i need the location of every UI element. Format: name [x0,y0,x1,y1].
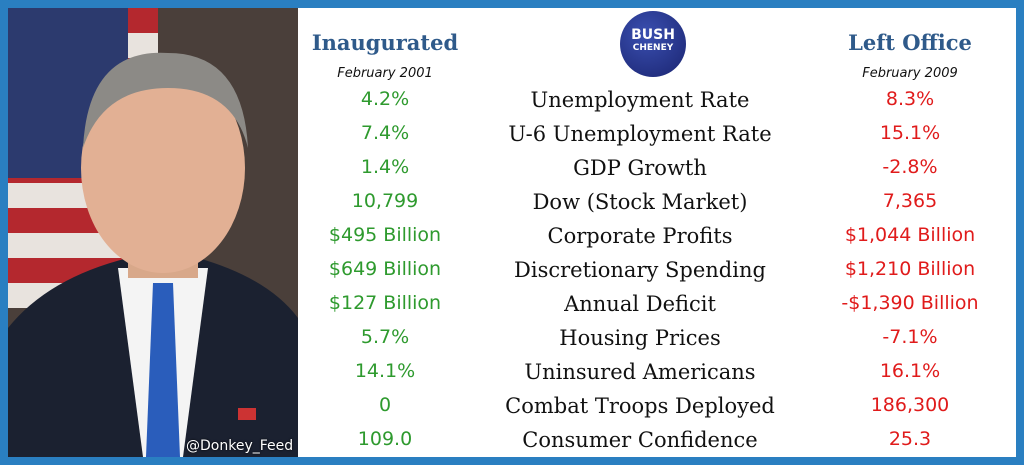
metric-value: $649 Billion [328,258,442,280]
metric-value: 14.1% [354,360,416,382]
metric-value: 25.3 [888,428,932,450]
metric-label: GDP Growth [573,156,707,180]
metric-value: -7.1% [882,326,938,348]
metric-label: Housing Prices [559,326,721,350]
metric-label: Annual Deficit [564,292,716,316]
metric-value: 16.1% [879,360,941,382]
metric-value: -2.8% [882,156,938,178]
metric-label: Unemployment Rate [530,88,750,112]
metric-label: Combat Troops Deployed [505,394,775,418]
watermark: @Donkey_Feed [186,438,294,454]
metric-label: Consumer Confidence [522,428,758,452]
metric-value: 8.3% [885,88,935,110]
portrait [8,8,298,457]
metric-value: $127 Billion [328,292,442,314]
header-date: February 2009 [862,66,958,81]
metric-value: 1.4% [360,156,410,178]
metric-value: 7.4% [360,122,410,144]
metric-value: 7,365 [882,190,938,212]
metric-value: -$1,390 Billion [841,292,979,314]
metric-value: 15.1% [879,122,941,144]
metric-value: 10,799 [351,190,419,212]
metric-value: $1,210 Billion [844,258,976,280]
metric-label: Dow (Stock Market) [532,190,748,214]
metric-label: U-6 Unemployment Rate [508,122,772,146]
metric-value: $495 Billion [328,224,442,246]
logo-line: CHENEY [632,43,674,53]
metric-value: 4.2% [360,88,410,110]
header-title: Left Office [848,30,972,55]
logo-line: BUSH [631,27,675,43]
header-title: Inaugurated [311,30,459,55]
metric-label: Discretionary Spending [514,258,766,282]
metric-value: 109.0 [357,428,413,450]
metric-label: Uninsured Americans [524,360,756,384]
metric-label: Corporate Profits [547,224,733,248]
metric-value: 186,300 [870,394,950,416]
metric-value: 0 [378,394,392,416]
logo: BUSH CHENEY [620,11,686,77]
metric-value: $1,044 Billion [844,224,976,246]
header-date: February 2001 [337,66,433,81]
metric-value: 5.7% [360,326,410,348]
